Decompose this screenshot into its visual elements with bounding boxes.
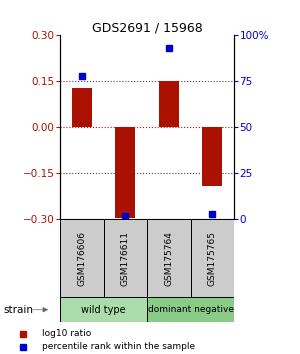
Bar	[72, 87, 92, 127]
Bar	[202, 127, 222, 186]
Bar	[116, 127, 135, 218]
Bar	[147, 297, 234, 322]
Text: GSM176606: GSM176606	[77, 231, 86, 286]
Text: GSM176611: GSM176611	[121, 231, 130, 286]
Bar	[159, 81, 178, 127]
Title: GDS2691 / 15968: GDS2691 / 15968	[92, 21, 202, 34]
Bar	[147, 219, 190, 297]
Text: log10 ratio: log10 ratio	[42, 329, 91, 338]
Text: strain: strain	[3, 305, 33, 315]
Text: percentile rank within the sample: percentile rank within the sample	[42, 342, 195, 351]
Bar	[60, 219, 103, 297]
Text: GSM175764: GSM175764	[164, 231, 173, 286]
Bar	[103, 219, 147, 297]
Bar	[190, 219, 234, 297]
Text: GSM175765: GSM175765	[208, 231, 217, 286]
Text: dominant negative: dominant negative	[148, 305, 233, 314]
Bar	[60, 297, 147, 322]
Text: wild type: wild type	[81, 305, 126, 315]
